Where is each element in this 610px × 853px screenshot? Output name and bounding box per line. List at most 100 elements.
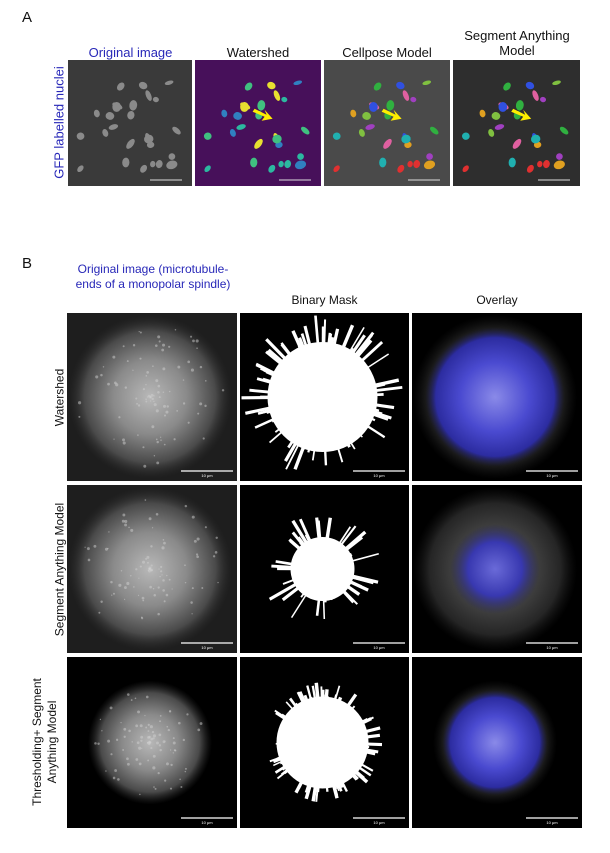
speckle	[152, 766, 156, 770]
mask-spike	[298, 518, 314, 547]
speckle	[197, 728, 201, 732]
speckle	[156, 440, 159, 444]
speckle	[140, 735, 144, 739]
nucleus	[508, 157, 516, 168]
speckle	[150, 545, 153, 548]
nucleus	[240, 101, 249, 112]
mask-spike	[326, 332, 331, 354]
speckle	[107, 739, 111, 743]
mask-spike	[268, 425, 290, 444]
mask-spike	[345, 347, 355, 361]
speckle	[196, 555, 199, 559]
speckle	[187, 421, 190, 424]
mask-spike	[338, 587, 354, 604]
mask-spike	[300, 588, 308, 598]
nucleus	[301, 126, 310, 135]
speckle	[144, 715, 146, 717]
speckle	[139, 357, 142, 360]
mask-spike	[300, 333, 311, 356]
mask-spike	[256, 377, 281, 387]
nucleus	[116, 82, 125, 91]
mask-spike	[346, 705, 356, 716]
speckle	[147, 730, 150, 733]
speckle	[159, 714, 162, 717]
speckle	[178, 721, 181, 725]
speckle	[138, 762, 142, 766]
speckle	[113, 438, 115, 440]
nucleus	[362, 112, 371, 120]
speckle	[84, 546, 86, 548]
speckle	[147, 569, 150, 572]
mask-spike	[357, 726, 381, 736]
mask-spike	[268, 580, 302, 601]
speckle	[126, 693, 130, 696]
speckle	[196, 347, 198, 350]
mask-spike	[249, 388, 279, 395]
mask-spike	[298, 536, 308, 549]
speckle	[158, 396, 161, 399]
speckle	[153, 593, 156, 597]
mask-spike	[345, 578, 369, 592]
mask-spike	[266, 407, 281, 414]
nucleus	[168, 153, 176, 160]
image-panel: 10 μm	[67, 313, 237, 481]
image-panel: 10 μm	[412, 657, 582, 828]
speckle	[124, 586, 127, 589]
mask-spike	[338, 340, 348, 357]
speckle	[132, 369, 134, 371]
mask-spike	[332, 776, 340, 789]
speckle	[133, 586, 135, 588]
speckle	[184, 581, 187, 584]
speckle	[155, 438, 158, 441]
speckle	[149, 725, 153, 729]
mask-spike	[311, 440, 317, 461]
speckle	[169, 710, 171, 712]
speckle	[157, 391, 160, 394]
mask-spike	[274, 422, 288, 433]
speckle	[159, 748, 162, 752]
nucleus	[494, 124, 505, 130]
speckle	[118, 416, 121, 419]
speckle	[135, 397, 138, 400]
speckle	[137, 404, 141, 407]
mask-spike	[342, 582, 361, 596]
speckle	[157, 612, 160, 616]
speckle	[97, 742, 100, 745]
speckle	[161, 348, 165, 352]
speckle	[122, 345, 125, 348]
speckle	[204, 380, 207, 382]
speckle	[163, 414, 167, 417]
speckle	[93, 544, 97, 548]
nucleus	[244, 82, 253, 91]
speckle	[162, 539, 165, 541]
speckle	[143, 464, 147, 468]
scale-bar-label: 10 μm	[373, 820, 385, 825]
mask-spike	[330, 328, 340, 355]
speckle	[110, 753, 113, 756]
speckle	[135, 568, 138, 571]
mask-spike	[326, 696, 329, 707]
nucleus	[145, 90, 152, 101]
nucleus	[525, 81, 535, 90]
mask-spike	[307, 439, 313, 453]
nucleus	[397, 164, 405, 173]
nucleus	[129, 100, 138, 111]
speckle	[182, 402, 186, 405]
speckle	[141, 596, 145, 600]
nucleus	[422, 80, 432, 86]
speckle	[145, 400, 148, 403]
nucleus	[126, 138, 135, 149]
speckle	[172, 741, 176, 745]
speckle	[151, 730, 155, 734]
speckle	[162, 579, 165, 582]
nucleus	[488, 128, 495, 137]
mask-spike	[352, 427, 363, 438]
nucleus	[413, 160, 421, 169]
speckle	[168, 345, 171, 348]
speckle	[128, 526, 130, 529]
speckle	[102, 366, 105, 368]
speckle	[123, 598, 126, 601]
speckle	[101, 730, 103, 732]
nucleus	[236, 124, 246, 130]
speckle	[184, 767, 187, 770]
